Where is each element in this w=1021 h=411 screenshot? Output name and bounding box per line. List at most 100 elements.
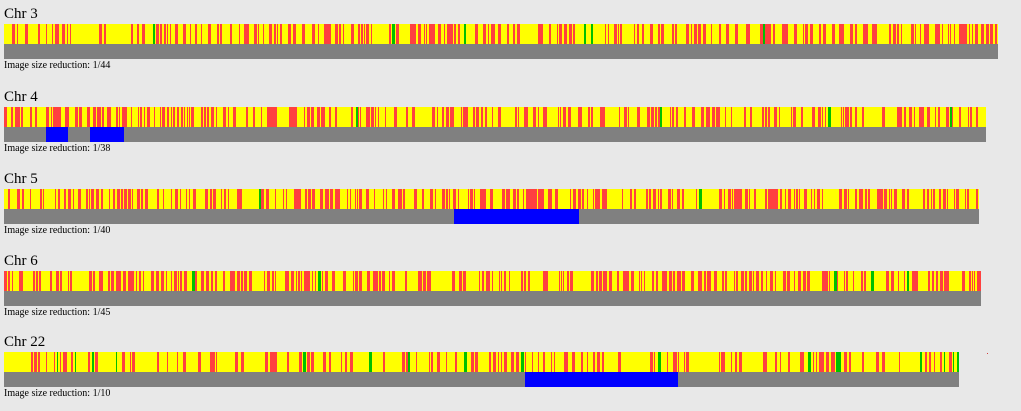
genotype-stripe: [479, 271, 480, 291]
genotype-stripe: [156, 24, 159, 44]
genotype-stripe: [518, 107, 519, 127]
genotype-stripe: [934, 352, 935, 372]
genotype-stripe: [714, 271, 717, 291]
genotype-stripe: [184, 107, 185, 127]
genotype-stripe: [676, 107, 678, 127]
genotype-stripe: [862, 107, 864, 127]
genotype-stripe: [450, 107, 452, 127]
genotype-stripe: [402, 352, 403, 372]
genotype-stripe: [739, 352, 742, 372]
genotype-stripe: [89, 271, 92, 291]
genotype-stripe: [884, 189, 887, 209]
genotype-stripe: [516, 352, 517, 372]
genotype-stripe: [373, 271, 376, 291]
genotype-stripe: [55, 189, 56, 209]
genotype-stripe: [650, 352, 653, 372]
genotype-stripe: [819, 352, 821, 372]
genotype-stripe: [78, 189, 81, 209]
genotype-stripe: [464, 24, 466, 44]
genotype-stripe: [543, 352, 545, 372]
genotype-stripe: [791, 107, 792, 127]
genotype-stripe: [609, 271, 612, 291]
genotype-stripe: [717, 107, 720, 127]
genotype-stripe: [929, 352, 931, 372]
genotype-stripe: [800, 271, 801, 291]
genotype-stripe: [4, 271, 7, 291]
genotype-stripe: [31, 352, 33, 372]
genotype-stripe: [660, 189, 662, 209]
genotype-stripe: [912, 271, 915, 291]
genotype-stripe: [631, 271, 634, 291]
genotype-track-svg: [4, 107, 978, 127]
genotype-stripe: [206, 271, 209, 291]
genotype-stripe: [277, 24, 278, 44]
genotype-stripe: [899, 107, 902, 127]
genotype-stripe: [184, 24, 186, 44]
genotype-stripe: [668, 189, 671, 209]
genotype-stripe: [634, 189, 636, 209]
genotype-stripe: [58, 107, 61, 127]
genotype-stripe: [88, 352, 90, 372]
genotype-stripe: [969, 271, 971, 291]
genotype-stripe: [902, 189, 905, 209]
genotype-stripe: [825, 107, 826, 127]
genotype-stripe: [597, 352, 600, 372]
genotype-stripe: [60, 271, 62, 291]
genotype-stripe: [20, 271, 23, 291]
roh-segment: [454, 209, 580, 224]
genotype-stripe: [583, 189, 584, 209]
genotype-stripe: [280, 24, 282, 44]
genotype-stripe: [198, 352, 201, 372]
genotype-stripe: [950, 107, 952, 127]
genotype-stripe: [915, 271, 918, 291]
genotype-stripe: [70, 24, 71, 44]
genotype-stripe: [817, 189, 820, 209]
genotype-stripe: [170, 24, 171, 44]
genotype-stripe: [844, 189, 846, 209]
genotype-stripe: [345, 352, 347, 372]
genotype-stripe: [137, 189, 140, 209]
genotype-stripe: [75, 107, 78, 127]
genotype-stripe: [30, 189, 31, 209]
genotype-stripe: [952, 107, 953, 127]
genotype-stripe: [669, 271, 670, 291]
genotype-stripe: [559, 271, 560, 291]
genotype-stripe: [244, 24, 246, 44]
genotype-stripe: [119, 271, 121, 291]
roh-segment: [90, 127, 124, 142]
genotype-stripe: [684, 352, 685, 372]
genotype-stripe: [972, 271, 973, 291]
genotype-stripe: [933, 189, 935, 209]
genotype-stripe: [427, 271, 430, 291]
genotype-stripe: [901, 24, 902, 44]
genotype-stripe: [220, 24, 222, 44]
genotype-stripe: [304, 107, 305, 127]
genotype-stripe: [734, 271, 735, 291]
genotype-stripe: [843, 107, 844, 127]
genotype-stripe: [413, 24, 416, 44]
genotype-stripe: [157, 352, 159, 372]
genotype-stripe: [191, 107, 194, 127]
genotype-stripe: [672, 107, 674, 127]
genotype-stripe: [587, 352, 588, 372]
genotype-stripe: [927, 189, 929, 209]
genotype-stripe: [762, 271, 763, 291]
genotype-stripe: [499, 271, 500, 291]
genotype-stripe: [264, 271, 265, 291]
genotype-stripe: [907, 271, 909, 291]
genotype-stripe: [97, 107, 98, 127]
genotype-stripe: [305, 189, 307, 209]
genotype-stripe: [119, 107, 120, 127]
genotype-stripe: [696, 189, 697, 209]
genotype-stripe: [400, 189, 402, 209]
genotype-stripe: [205, 189, 208, 209]
genotype-stripe: [538, 352, 539, 372]
genotype-stripe: [637, 24, 639, 44]
genotype-stripe: [796, 189, 797, 209]
genotype-stripe: [670, 271, 672, 291]
genotype-stripe: [848, 107, 849, 127]
genotype-stripe: [626, 271, 629, 291]
genotype-stripe: [925, 352, 927, 372]
genotype-stripe: [418, 271, 420, 291]
genotype-stripe: [732, 189, 733, 209]
